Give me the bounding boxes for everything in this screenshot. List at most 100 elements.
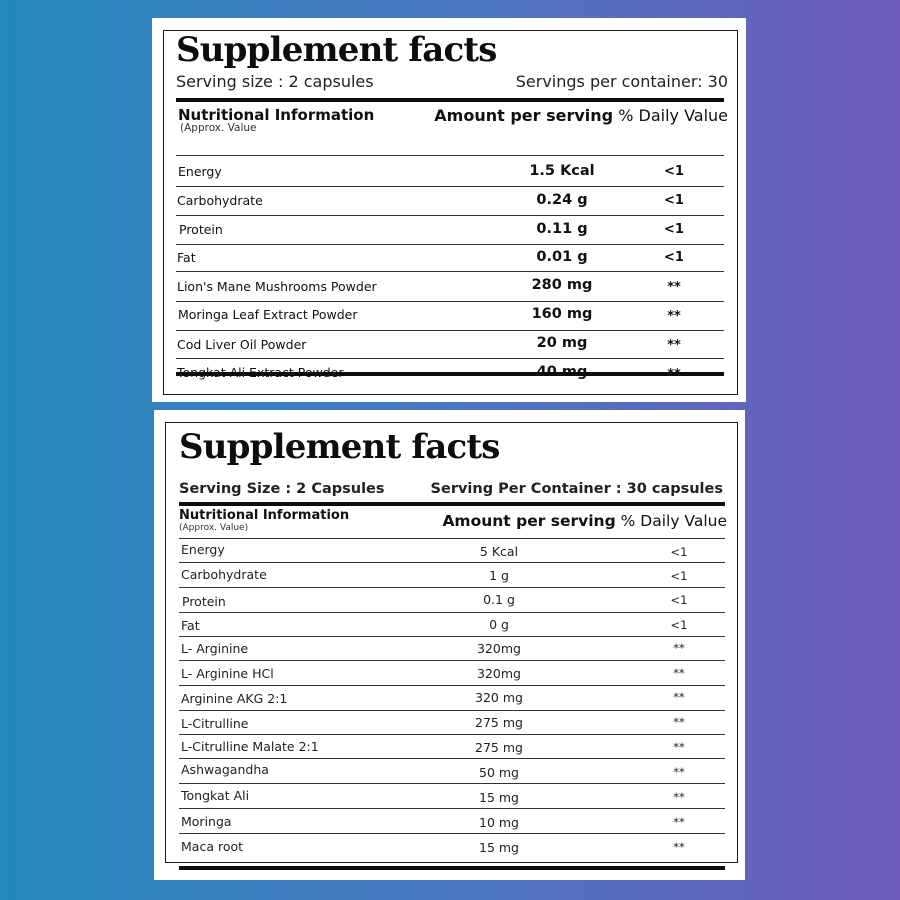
nutrient-name: L-Citrulline Malate 2:1 [181, 739, 319, 754]
nutrient-daily-value: ** [673, 666, 685, 680]
nutrient-daily-value: <1 [664, 193, 684, 208]
supplement-facts-panel-top: Supplement facts Serving size : 2 capsul… [152, 18, 746, 402]
nutrient-daily-value: ** [673, 641, 685, 655]
nutritional-information-label: Nutritional Information [179, 508, 350, 523]
nutrient-name: Protein [182, 594, 226, 609]
nutrient-name: Energy [178, 164, 222, 179]
row-divider [179, 660, 725, 661]
amount-per-serving-label: Amount per serving [442, 512, 616, 530]
nutrient-amount: 160 mg [531, 306, 593, 322]
nutrient-daily-value: ** [673, 690, 685, 704]
nutrient-amount: 20 mg [536, 335, 588, 351]
nutrient-amount: 280 mg [531, 277, 593, 293]
row-divider [179, 758, 725, 759]
approx-value-note: (Approx. Value) [179, 523, 249, 533]
row-divider [176, 301, 724, 302]
nutrient-name: Maca root [181, 839, 244, 854]
supplement-facts-panel-bottom: Supplement facts Serving Size : 2 Capsul… [154, 410, 745, 880]
row-divider [179, 833, 725, 834]
servings-per-container: Servings per container: 30 [515, 72, 728, 91]
nutrient-daily-value: <1 [670, 545, 688, 559]
nutrient-amount: 0.24 g [536, 192, 588, 208]
nutrient-name: Carbohydrate [177, 193, 263, 208]
nutrient-daily-value: <1 [664, 250, 684, 265]
nutrient-daily-value: ** [673, 765, 685, 779]
nutrient-daily-value: ** [673, 715, 685, 729]
row-divider [176, 358, 724, 359]
nutrient-amount: 15 mg [479, 790, 519, 805]
nutrient-amount: 320 mg [475, 690, 523, 705]
nutrient-amount: 1 g [489, 568, 509, 583]
daily-value-label: % Daily Value [620, 512, 727, 530]
row-divider [179, 612, 725, 613]
row-divider [179, 710, 725, 711]
nutrient-daily-value: ** [673, 740, 685, 754]
nutrient-amount: 320mg [477, 666, 521, 681]
nutrient-amount: 0 g [489, 617, 509, 632]
row-divider [179, 734, 725, 735]
nutrient-daily-value: ** [667, 338, 681, 353]
nutrient-name: Arginine AKG 2:1 [181, 691, 288, 706]
nutrient-amount: 275 mg [475, 715, 523, 730]
row-divider [179, 783, 725, 784]
row-divider [176, 330, 724, 331]
nutrient-amount: 15 mg [479, 840, 519, 855]
nutrient-daily-value: <1 [664, 164, 684, 179]
panel-title: Supplement facts [179, 427, 500, 467]
row-divider [179, 538, 725, 539]
row-divider [176, 244, 724, 245]
nutrient-amount: 5 Kcal [479, 544, 519, 559]
panel-border [163, 30, 738, 395]
amount-daily-header: Amount per serving % Daily Value [434, 106, 728, 125]
nutrient-amount: 0.1 g [483, 592, 515, 607]
nutrient-daily-value: <1 [670, 593, 688, 607]
nutrient-amount: 50 mg [479, 765, 519, 780]
nutrient-name: L-Citrulline [181, 716, 249, 731]
nutrient-name: L- Arginine HCl [181, 666, 274, 681]
amount-daily-header: Amount per serving % Daily Value [442, 512, 727, 530]
row-divider [176, 186, 724, 187]
thick-divider [179, 502, 725, 506]
nutrient-daily-value: ** [667, 309, 681, 324]
row-divider [179, 808, 725, 809]
nutrient-daily-value: <1 [670, 618, 688, 632]
serving-size: Serving size : 2 capsules [176, 72, 374, 91]
row-divider [176, 215, 724, 216]
nutrient-name: Tongkat Ali [181, 788, 250, 803]
amount-per-serving-label: Amount per serving [434, 106, 614, 125]
serving-size: Serving Size : 2 Capsules [179, 481, 385, 497]
nutrient-amount: 275 mg [475, 740, 523, 755]
thick-divider [179, 866, 725, 870]
row-divider [179, 562, 725, 563]
nutrient-daily-value: <1 [664, 222, 684, 237]
nutrient-daily-value: ** [673, 840, 685, 854]
nutrient-name: Lion's Mane Mushrooms Powder [177, 279, 377, 294]
row-divider [179, 587, 725, 588]
nutrient-amount: 0.11 g [536, 221, 588, 237]
nutrient-name: Protein [179, 222, 223, 237]
nutrient-name: Moringa [181, 814, 232, 829]
nutrient-amount: 0.01 g [536, 249, 588, 265]
thick-divider [176, 372, 724, 376]
panel-title: Supplement facts [176, 30, 497, 70]
nutrient-daily-value: ** [667, 280, 681, 295]
nutrient-name: Energy [181, 542, 225, 557]
row-divider [179, 685, 725, 686]
daily-value-label: % Daily Value [618, 106, 728, 125]
nutritional-information-label: Nutritional Information [178, 106, 375, 124]
nutrient-name: L- Arginine [181, 641, 249, 656]
row-divider [179, 636, 725, 637]
nutrient-name: Ashwagandha [181, 762, 269, 777]
nutrient-name: Fat [177, 250, 196, 265]
nutrient-name: Fat [181, 618, 200, 633]
servings-per-container: Serving Per Container : 30 capsules [430, 481, 723, 497]
nutrient-amount: 10 mg [479, 815, 519, 830]
row-divider [176, 271, 724, 272]
nutrient-amount: 320mg [477, 641, 521, 656]
nutrient-name: Moringa Leaf Extract Powder [178, 307, 358, 322]
nutrient-daily-value: <1 [670, 569, 688, 583]
nutrient-amount: 1.5 Kcal [529, 163, 595, 179]
panel-border [165, 422, 738, 863]
thick-divider [176, 98, 724, 102]
nutrient-daily-value: ** [673, 790, 685, 804]
